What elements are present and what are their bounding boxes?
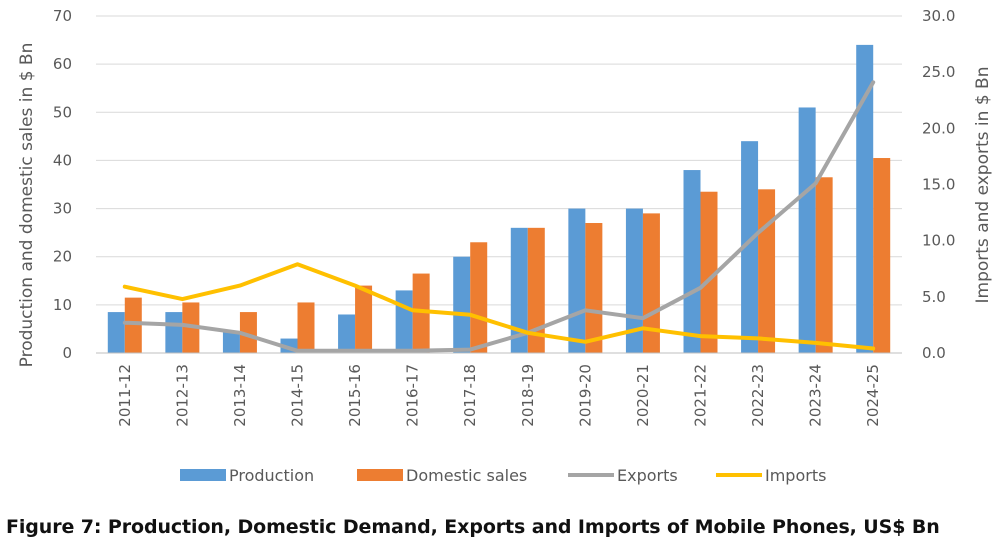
bar-domestic-sales [585, 223, 603, 353]
x-tick-label: 2024-25 [864, 364, 882, 427]
legend-label: Production [229, 466, 314, 485]
y-tick-label: 50 [53, 103, 72, 121]
bar-production [338, 314, 356, 353]
bar-production [395, 290, 413, 353]
bar-domestic-sales [700, 191, 718, 353]
x-tick-label: 2022-23 [749, 364, 767, 427]
gridlines [96, 15, 902, 306]
legend-swatch [357, 469, 403, 481]
line-exports [122, 80, 876, 353]
y-tick-label: 20 [53, 248, 72, 266]
line-series [122, 80, 876, 353]
bar-domestic-sales [239, 312, 257, 353]
x-tick-label: 2017-18 [461, 364, 479, 427]
bar-domestic-sales [355, 285, 373, 353]
bar-domestic-sales [758, 189, 776, 353]
bar-production [741, 141, 759, 353]
y2-tick-label: 20.0 [922, 119, 955, 137]
y-tick-label: 70 [53, 7, 72, 25]
mobile-phones-chart: 2011-12 2012-13 2013-14 2014-15 2015-16 2016-… [17, 7, 993, 485]
x-tick-label: 2012-13 [173, 364, 191, 427]
bar-production [165, 312, 183, 353]
line-imports [122, 262, 876, 351]
y-axis-title: Production and domestic sales in $ Bn [17, 43, 37, 368]
figure-caption: Figure 7: Production, Domestic Demand, E… [6, 516, 940, 538]
bar-production [798, 107, 816, 353]
y2-tick-label: 5.0 [922, 288, 946, 306]
y2-tick-label: 25.0 [922, 63, 955, 81]
x-tick-label: 2020-21 [634, 364, 652, 427]
y2-tick-label: 30.0 [922, 7, 955, 25]
bar-domestic-sales [470, 242, 488, 353]
legend-swatch [180, 469, 226, 481]
y-tick-label: 10 [53, 296, 72, 314]
x-tick-label: 2011-12 [116, 364, 134, 427]
bar-domestic-sales [527, 227, 545, 353]
y2-tick-label: 10.0 [922, 232, 955, 250]
bar-production [510, 227, 528, 353]
x-tick-label: 2013-14 [231, 364, 249, 427]
legend-label: Domestic sales [406, 466, 527, 485]
x-tick-label: 2015-16 [346, 364, 364, 427]
bar-domestic-sales [815, 177, 833, 353]
x-tick-label: 2019-20 [576, 364, 594, 427]
bar-production [222, 331, 240, 353]
y-axis-left: 0 10 20 30 40 50 60 70 [53, 7, 72, 362]
x-tick-label: 2014-15 [289, 364, 307, 427]
y-tick-label: 0 [62, 344, 72, 362]
bar-domestic-sales [412, 273, 430, 353]
x-tick-label: 2023-24 [807, 364, 825, 427]
y-tick-label: 30 [53, 200, 72, 218]
bar-production [856, 44, 874, 354]
y2-tick-label: 0.0 [922, 344, 946, 362]
x-tick-label: 2016-17 [404, 364, 422, 427]
legend-label: Exports [617, 466, 678, 485]
y-axis-right: 0.0 5.0 10.0 15.0 20.0 25.0 30.0 [922, 7, 955, 362]
x-tick-label: 2018-19 [519, 364, 537, 427]
bar-domestic-sales [873, 158, 891, 353]
legend-label: Imports [765, 466, 826, 485]
x-axis: 2011-12 2012-13 2013-14 2014-15 2015-16 2016-… [96, 352, 902, 427]
legend: Production Domestic sales Exports Imports [180, 466, 826, 485]
x-tick-label: 2021-22 [692, 364, 710, 427]
y2-tick-label: 15.0 [922, 176, 955, 194]
bar-production [107, 312, 125, 353]
bar-domestic-sales [297, 302, 315, 353]
y2-axis-title: Imports and exports in $ Bn [973, 67, 993, 304]
bar-domestic-sales [124, 297, 142, 353]
bar-production [568, 208, 586, 353]
bar-series [107, 44, 891, 354]
bar-production [683, 170, 701, 353]
bar-production [453, 256, 471, 353]
y-tick-label: 40 [53, 151, 72, 169]
y-tick-label: 60 [53, 55, 72, 73]
